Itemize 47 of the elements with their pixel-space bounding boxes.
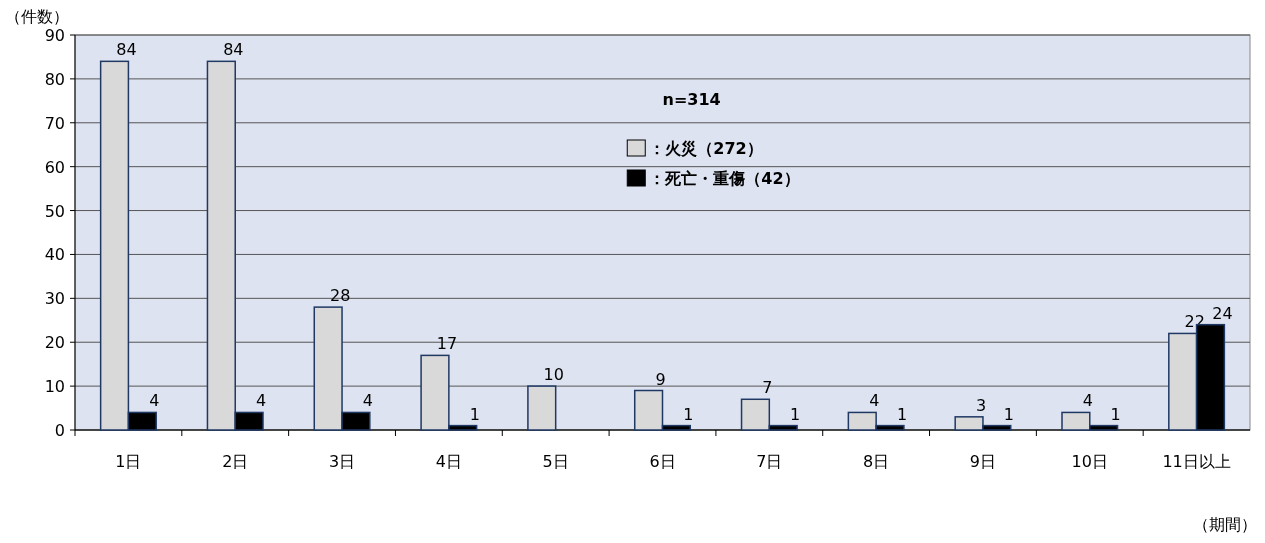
data-label: 84	[116, 40, 137, 60]
y-tick-label: 40	[44, 245, 65, 265]
x-tick-label: 2日	[222, 452, 249, 471]
y-tick-label: 30	[44, 289, 65, 309]
annotation: n=314	[662, 90, 721, 109]
x-tick-label: 8日	[863, 452, 890, 471]
x-tick-label: 3日	[328, 452, 356, 471]
data-label: 24	[1212, 303, 1233, 323]
data-label: 1	[896, 404, 908, 424]
legend-label: ：火災（272）	[649, 139, 763, 158]
x-tick-label: 10日	[1071, 452, 1108, 471]
bar	[527, 385, 557, 431]
y-tick-label: 20	[44, 333, 65, 353]
data-label: 7	[762, 378, 773, 398]
x-tick-label: 6日	[649, 452, 676, 471]
data-label: 4	[149, 391, 160, 411]
y-tick-label: 60	[44, 157, 65, 177]
data-label: 4	[256, 391, 267, 411]
x-tick-label: 5日	[542, 452, 569, 471]
data-label: 4	[869, 391, 880, 411]
legend-label: ：死亡・重傷（42）	[649, 169, 800, 188]
y-tick-label: 90	[44, 26, 65, 45]
x-tick-label: 1日	[115, 452, 142, 471]
y-tick-label: 80	[44, 69, 65, 89]
data-label: 17	[436, 334, 458, 354]
y-axis-title: （件数）	[5, 7, 69, 26]
y-tick-label: 50	[44, 201, 65, 221]
data-label: 9	[655, 369, 666, 389]
x-tick-label: 11日以上	[1162, 452, 1231, 471]
data-label: 10	[543, 365, 564, 385]
data-label: 4	[362, 391, 374, 411]
data-label: 1	[1003, 404, 1014, 424]
data-label: 1	[790, 404, 801, 424]
data-label: 4	[1082, 391, 1093, 411]
data-label: 1	[469, 404, 480, 424]
x-tick-label: 7日	[756, 452, 783, 471]
y-tick-label: 10	[44, 377, 65, 397]
data-label: 1	[683, 404, 694, 424]
x-tick-label: 9日	[969, 452, 997, 471]
data-label: 28	[329, 286, 351, 306]
data-label: 3	[975, 395, 987, 415]
y-tick-label: 0	[54, 421, 65, 440]
x-tick-label: 4日	[435, 452, 462, 471]
x-axis-title: （期間）	[1193, 515, 1257, 534]
data-label: 1	[1110, 404, 1121, 424]
y-tick-label: 70	[44, 113, 65, 133]
data-label: 84	[223, 40, 244, 60]
